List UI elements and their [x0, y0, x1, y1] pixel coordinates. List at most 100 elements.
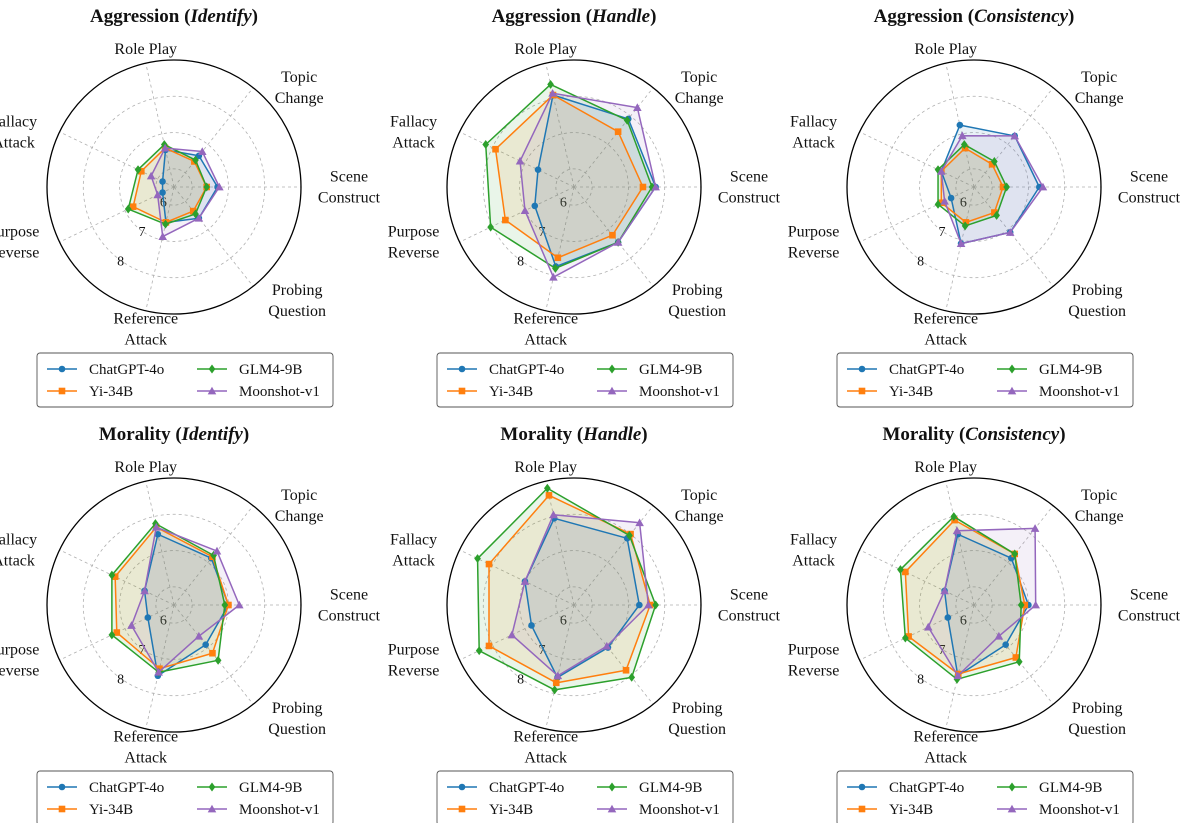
- radial-tick-label: 8: [117, 672, 124, 687]
- axis-label-topic-change: Topic Change: [275, 69, 324, 107]
- data-point: [212, 546, 222, 555]
- chart-title: Morality (Consistency): [882, 424, 1065, 445]
- radial-tick-label: 8: [917, 254, 924, 269]
- data-point: [552, 263, 559, 273]
- series-line-chatgpt-4o: [143, 533, 230, 677]
- series-moonshot-v1: [937, 131, 1048, 248]
- axis-label-reference-attack: Reference Attack: [513, 310, 578, 348]
- axis-label-role-play: Role Play: [514, 459, 577, 476]
- data-point: [1010, 131, 1020, 140]
- data-point: [988, 161, 996, 168]
- legend-label: Moonshot-v1: [1039, 802, 1120, 818]
- series-line-glm4-9b: [111, 522, 226, 673]
- radial-tick-label: 8: [117, 254, 124, 269]
- data-point: [474, 554, 481, 564]
- data-point: [154, 530, 162, 538]
- data-point: [544, 483, 551, 493]
- legend: ChatGPT-4o GLM4-9B Yi-34B Moonshot-v1: [436, 770, 734, 823]
- legend-item-yi-34b: Yi-34B: [847, 802, 933, 818]
- legend-item-chatgpt-4o: ChatGPT-4o: [47, 780, 164, 796]
- data-point: [215, 182, 224, 191]
- series-line-yi-34b: [114, 526, 230, 670]
- axis-label-probing-question: Probing Question: [1068, 282, 1126, 320]
- series-area-moonshot-v1: [511, 514, 649, 676]
- series-area-yi-34b: [941, 148, 1004, 223]
- series-line-yi-34b: [940, 147, 1004, 224]
- axis-label-role-play: Role Play: [914, 41, 977, 58]
- data-point: [897, 565, 904, 575]
- data-point: [613, 238, 623, 246]
- data-point: [160, 140, 168, 150]
- series-line-moonshot-v1: [927, 527, 1037, 677]
- radial-tick-label: 7: [539, 643, 546, 658]
- legend-label: ChatGPT-4o: [89, 780, 164, 796]
- data-point: [1012, 654, 1020, 661]
- legend-marker: [58, 783, 66, 791]
- data-point: [194, 213, 204, 222]
- axis-label-role-play: Role Play: [514, 41, 577, 58]
- radial-tick-label: 8: [517, 672, 524, 687]
- legend-marker: [207, 804, 217, 813]
- legend-marker: [207, 386, 217, 395]
- data-point: [225, 601, 232, 609]
- data-point: [622, 666, 630, 674]
- data-point: [547, 79, 554, 89]
- data-point: [146, 171, 156, 180]
- chart-subtitle: Consistency: [974, 6, 1069, 27]
- legend-marker: [858, 387, 866, 395]
- legend-item-moonshot-v1: Moonshot-v1: [997, 384, 1120, 400]
- data-point: [502, 216, 509, 224]
- data-point: [623, 115, 631, 125]
- legend-item-glm4-9b: GLM4-9B: [597, 780, 702, 796]
- data-point: [197, 147, 207, 155]
- legend-label: GLM4-9B: [1039, 780, 1102, 796]
- series-moonshot-v1: [515, 88, 660, 281]
- data-point: [902, 568, 909, 576]
- data-point: [554, 254, 562, 262]
- series-area-moonshot-v1: [928, 528, 1036, 676]
- data-point: [159, 189, 166, 196]
- data-point: [528, 622, 535, 629]
- legend: ChatGPT-4o GLM4-9B Yi-34B Moonshot-v1: [836, 770, 1134, 823]
- radar-frame: [846, 477, 1102, 733]
- data-point: [962, 219, 970, 226]
- data-point: [192, 209, 199, 219]
- legend-marker: [1007, 386, 1017, 395]
- data-point: [482, 140, 490, 149]
- radial-tick-label: 8: [517, 254, 524, 269]
- legend-box: [436, 770, 734, 823]
- legend: ChatGPT-4o GLM4-9B Yi-34B Moonshot-v1: [436, 352, 734, 408]
- series-area-glm4-9b: [900, 516, 1022, 680]
- radial-tick-label: 6: [960, 614, 967, 629]
- chart-title: Morality (Handle): [500, 424, 647, 445]
- legend-label: Yi-34B: [89, 802, 133, 818]
- axis-label-scene-construct: Scene Construct: [1118, 587, 1181, 625]
- legend-box: [836, 770, 1134, 823]
- legend-marker: [458, 365, 466, 373]
- series-area-moonshot-v1: [941, 135, 1043, 244]
- series-line-yi-34b: [132, 147, 208, 224]
- axis-label-scene-construct: Scene Construct: [318, 587, 381, 625]
- series-line-glm4-9b: [476, 487, 657, 691]
- data-point: [947, 194, 955, 202]
- data-point: [192, 155, 199, 165]
- data-point: [991, 209, 998, 216]
- legend-marker: [608, 364, 616, 374]
- data-point: [209, 649, 216, 657]
- legend-item-chatgpt-4o: ChatGPT-4o: [447, 780, 564, 796]
- radial-tick-label: 7: [139, 225, 146, 240]
- radar-frame: [46, 59, 302, 315]
- legend-marker: [858, 365, 866, 373]
- data-point: [520, 577, 530, 585]
- data-point: [552, 679, 560, 687]
- data-point: [153, 190, 162, 199]
- radial-tick-label: 7: [539, 225, 546, 240]
- axis-label-probing-question: Probing Question: [668, 282, 726, 320]
- data-point: [549, 510, 558, 519]
- chart-subtitle: Identify: [181, 424, 244, 445]
- data-point: [953, 671, 963, 680]
- data-point: [134, 165, 142, 175]
